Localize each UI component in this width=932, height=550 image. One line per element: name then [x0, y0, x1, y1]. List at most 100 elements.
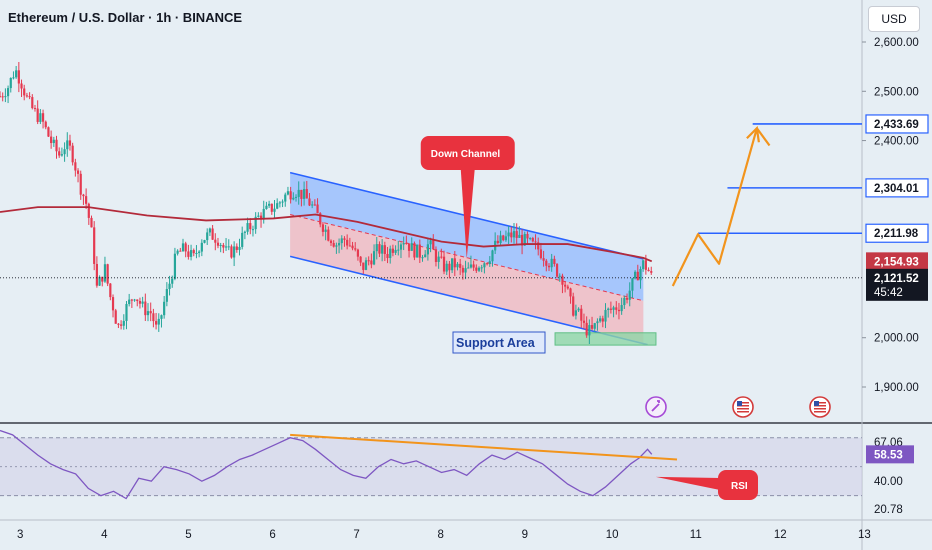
- candle-body: [324, 229, 327, 232]
- candle-body: [195, 252, 198, 254]
- candle: [590, 316, 594, 331]
- candle-body: [407, 243, 411, 251]
- candle-body: [149, 311, 152, 314]
- candle-body: [391, 248, 395, 253]
- candle-body: [300, 189, 303, 199]
- candle: [47, 126, 50, 137]
- candle-body: [491, 250, 494, 262]
- candle: [356, 248, 360, 261]
- candle-body: [154, 321, 158, 325]
- candle-body: [98, 276, 101, 286]
- candle-body: [424, 254, 427, 258]
- candle-body: [386, 254, 389, 259]
- candle: [321, 222, 325, 237]
- candle-body: [402, 242, 405, 245]
- candle-body: [63, 149, 66, 155]
- candle: [585, 316, 588, 338]
- level-price-label: 2,304.01: [865, 178, 929, 198]
- candle: [281, 199, 284, 208]
- candle: [351, 241, 354, 251]
- candle: [410, 237, 413, 251]
- moving-average-line: [0, 206, 653, 263]
- level-label-text: 2,304.01: [874, 183, 919, 195]
- candle: [456, 262, 459, 271]
- candle: [85, 188, 88, 210]
- candle-body: [273, 208, 276, 212]
- candle-body: [198, 251, 201, 253]
- candle-body: [590, 325, 594, 329]
- candle: [362, 262, 365, 274]
- candle: [0, 91, 2, 98]
- candle-body: [332, 243, 335, 247]
- last-price-label: 2,121.52 45:42: [866, 268, 928, 301]
- candle: [346, 234, 349, 250]
- candle-body: [6, 88, 10, 97]
- candle-body: [44, 121, 47, 128]
- candle-body: [284, 194, 287, 202]
- rsi-tick-label: 40.00: [874, 476, 903, 488]
- candle-body: [58, 151, 61, 156]
- candle-body: [472, 264, 475, 268]
- candle-body: [66, 140, 69, 150]
- candle: [168, 275, 171, 296]
- candle-body: [442, 256, 446, 272]
- candle-body: [453, 258, 456, 268]
- price-tick-label: 1,900.00: [874, 382, 919, 394]
- candle-body: [203, 240, 206, 243]
- candle: [289, 186, 292, 204]
- candle: [424, 250, 427, 258]
- magic-icon[interactable]: [645, 396, 667, 418]
- candle-body: [636, 271, 639, 281]
- candle-body: [128, 299, 131, 305]
- candle-body: [233, 246, 236, 258]
- candle: [607, 307, 610, 318]
- candle: [397, 240, 400, 256]
- currency-button[interactable]: USD: [868, 6, 920, 32]
- candle: [593, 322, 596, 332]
- time-tick-label: 8: [438, 529, 444, 541]
- candle: [550, 253, 553, 272]
- candle-body: [354, 248, 357, 250]
- us-flag-icon-1[interactable]: [732, 396, 754, 418]
- candle: [55, 135, 58, 159]
- candle: [426, 238, 429, 261]
- candle: [311, 201, 314, 209]
- candle-body: [351, 245, 354, 249]
- candle: [572, 292, 575, 317]
- candle: [316, 198, 319, 214]
- candle-body: [136, 299, 139, 301]
- candle-body: [130, 299, 133, 301]
- candle-body: [488, 261, 491, 265]
- candle: [214, 233, 217, 251]
- candle-body: [171, 278, 174, 284]
- candle-body: [502, 235, 505, 241]
- candle-body: [31, 97, 34, 109]
- candle: [79, 170, 82, 200]
- us-flag-icon-2[interactable]: [809, 396, 831, 418]
- support-area-label: Support Area: [452, 331, 546, 354]
- candle: [122, 314, 125, 330]
- candle-body: [308, 198, 311, 206]
- candle: [617, 302, 621, 320]
- candle: [628, 282, 631, 307]
- candle: [251, 225, 255, 237]
- candle-body: [510, 232, 513, 238]
- candle-body: [642, 260, 645, 270]
- candle-body: [375, 244, 378, 252]
- candle: [241, 226, 244, 250]
- candle: [402, 236, 405, 251]
- support-label-text: Support Area: [456, 336, 536, 350]
- candle-body: [241, 232, 244, 247]
- candle-body: [316, 204, 319, 214]
- candle: [477, 266, 481, 273]
- candle: [41, 109, 45, 129]
- candle: [71, 142, 74, 166]
- candle-body: [187, 251, 190, 257]
- candle-body: [426, 244, 429, 255]
- candle: [475, 264, 478, 273]
- candle: [262, 200, 265, 224]
- candle-body: [28, 96, 31, 98]
- candle-body: [125, 304, 128, 321]
- candle-body: [547, 265, 551, 268]
